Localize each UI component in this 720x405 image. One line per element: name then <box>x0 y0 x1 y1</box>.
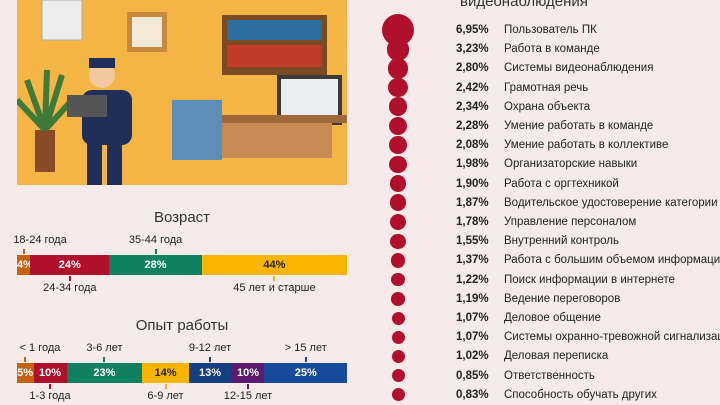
skill-label: Умение работать в команде <box>504 120 654 132</box>
skill-label: Поиск информации в интернете <box>504 273 675 286</box>
skill-bubble <box>390 233 406 249</box>
category-label: 35-44 года <box>128 234 183 246</box>
skill-bubble <box>391 330 405 344</box>
chart-title: Опыт работы <box>135 317 229 334</box>
skill-percent: 1,37% <box>456 254 489 267</box>
label-tick <box>22 249 25 254</box>
chart-title: Возраст <box>153 209 211 226</box>
bar-segment: 13% <box>188 363 232 383</box>
bar-segment: 24% <box>30 255 110 275</box>
category-label: 1-3 года <box>29 390 71 402</box>
skill-percent: 2,80% <box>456 62 489 75</box>
skill-percent: 0,83% <box>456 388 489 401</box>
skill-label: Умение работать в коллективе <box>504 139 669 152</box>
skill-label: Охрана объекта <box>504 100 591 113</box>
skill-percent: 1,22% <box>456 273 489 286</box>
label-tick <box>103 357 106 362</box>
category-label: 12-15 лет <box>223 390 273 402</box>
skill-percent: 2,28% <box>456 120 489 132</box>
skill-label: Пользователь ПК <box>504 24 597 36</box>
skill-label: Работа в команде <box>504 43 600 56</box>
skill-label: Управление персоналом <box>504 216 637 228</box>
stacked-bar: 5% 10% 23% 14% 13% 10% 25% <box>17 363 347 383</box>
skill-percent: 1,90% <box>456 177 489 190</box>
stacked-bar: 4% 24% 28% 44% <box>17 255 347 275</box>
skill-bubble <box>391 388 405 402</box>
skill-percent: 2,42% <box>456 81 489 94</box>
skill-percent: 1,78% <box>456 216 489 228</box>
skill-bubble <box>388 116 408 136</box>
category-label: < 1 года <box>19 342 61 354</box>
skill-percent: 1,02% <box>456 350 489 363</box>
bar-segment: 23% <box>66 363 143 383</box>
label-tick <box>24 357 27 362</box>
skill-bubble <box>391 292 405 306</box>
skill-percent: 2,34% <box>456 100 489 113</box>
office-illustration <box>17 0 347 200</box>
label-tick <box>304 357 307 362</box>
skill-bubble <box>386 37 410 61</box>
category-label: 24-34 года <box>43 282 97 294</box>
skill-percent: 1,19% <box>456 292 489 305</box>
skill-percent: 1,55% <box>456 235 489 248</box>
bar-segment: 5% <box>17 363 34 383</box>
bar-segment: 28% <box>109 255 202 275</box>
skill-label: Работа с оргтехникой <box>504 177 619 190</box>
skill-bubble <box>391 369 405 383</box>
skill-bubble <box>391 272 405 287</box>
skill-label: Водительское удостоверение категории B <box>504 196 720 209</box>
skill-label: Системы охранно-тревожной сигнализации <box>504 331 720 344</box>
label-tick <box>247 384 249 389</box>
category-label: 18-24 года <box>13 234 67 246</box>
skill-bubble <box>389 175 407 192</box>
skill-label: Деловое общение <box>504 312 601 324</box>
skill-bubble <box>389 155 407 173</box>
skill-label: Ответственность <box>504 369 595 382</box>
skill-label: Деловая переписка <box>504 350 609 363</box>
skill-bubble <box>391 311 405 325</box>
skill-bubble <box>389 136 407 154</box>
skill-bubble <box>390 253 406 268</box>
skill-percent: 1,87% <box>456 196 489 209</box>
label-tick <box>273 276 276 281</box>
skill-percent: 1,07% <box>456 331 489 344</box>
skill-bubble <box>388 97 408 117</box>
skill-percent: 6,95% <box>456 24 489 36</box>
label-tick <box>49 384 51 389</box>
skill-percent: 3,23% <box>456 43 489 56</box>
skill-bubble <box>389 194 407 212</box>
bar-segment: 10% <box>33 363 67 383</box>
skills-heading: видеонаблюдения <box>460 0 588 10</box>
bar-segment: 14% <box>142 363 189 383</box>
skill-label: Системы видеонаблюдения <box>504 62 654 75</box>
category-label: 9-12 лет <box>188 342 232 354</box>
label-tick <box>154 249 157 254</box>
skill-label: Работа с большим объемом информации <box>504 254 720 267</box>
category-label: 45 лет и старше <box>233 282 316 294</box>
category-label: > 15 лет <box>284 342 327 354</box>
label-tick <box>68 276 71 281</box>
label-tick <box>209 357 212 362</box>
skill-percent: 0,85% <box>456 369 489 382</box>
skill-percent: 2,08% <box>456 139 489 152</box>
skill-bubble <box>389 213 407 231</box>
label-tick <box>164 384 167 389</box>
skill-bubble <box>391 349 405 363</box>
skill-percent: 1,07% <box>456 312 489 324</box>
bar-segment: 4% <box>17 255 33 275</box>
category-label: 6-9 лет <box>147 390 184 402</box>
skill-percent: 1,98% <box>456 158 489 171</box>
skill-label: Ведение переговоров <box>504 292 621 305</box>
skill-bubble <box>387 57 409 79</box>
bar-segment: 25% <box>264 363 347 383</box>
bar-segment: 44% <box>201 255 347 275</box>
skill-label: Внутренний контроль <box>504 235 619 248</box>
category-label: 3-6 лет <box>86 342 123 354</box>
skill-label: Грамотная речь <box>504 81 589 94</box>
bar-segment: 10% <box>231 363 265 383</box>
skill-label: Организаторские навыки <box>504 158 638 171</box>
skill-label: Способность обучать других <box>504 388 657 401</box>
skill-bubble <box>388 78 408 98</box>
